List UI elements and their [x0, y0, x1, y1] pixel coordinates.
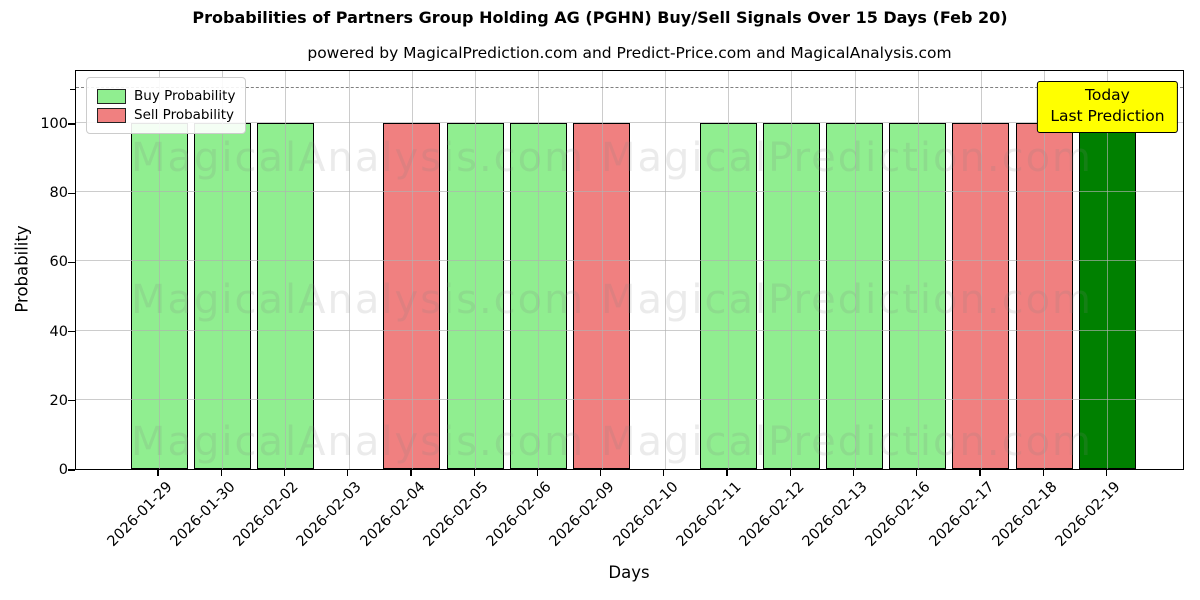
plot-area: MagicalAnalysis.com MagicalPrediction.com…	[75, 70, 1184, 470]
x-tick-label: 2026-02-18	[989, 479, 1061, 550]
x-tick-mark	[220, 470, 222, 476]
threshold-dashed-line	[76, 87, 1183, 89]
x-tick-mark	[916, 470, 918, 476]
x-tick-label: 2026-02-09	[547, 479, 618, 550]
vertical-gridline	[475, 71, 477, 469]
y-tick-label: 40	[49, 323, 68, 340]
chart-title: Probabilities of Partners Group Holding …	[192, 8, 1008, 27]
legend-label-buy: Buy Probability	[134, 88, 236, 104]
legend: Buy Probability Sell Probability	[86, 77, 247, 134]
x-tick-mark	[410, 470, 412, 476]
watermark-text: MagicalPrediction.com	[601, 135, 1093, 181]
vertical-gridline	[854, 71, 856, 469]
legend-item-buy: Buy Probability	[97, 88, 235, 104]
horizontal-gridline	[76, 260, 1183, 262]
horizontal-gridline	[76, 121, 1183, 123]
y-tick-label: 20	[49, 392, 68, 409]
legend-label-sell: Sell Probability	[134, 107, 235, 123]
vertical-gridline	[1107, 71, 1109, 469]
y-tick-label: 100	[40, 115, 68, 132]
x-tick-mark	[536, 470, 538, 476]
buy-color-swatch	[97, 88, 126, 104]
x-tick-label: 2026-02-05	[420, 479, 492, 550]
horizontal-gridline	[76, 329, 1183, 331]
watermark-text: MagicalPrediction.com	[601, 419, 1093, 465]
y-tick-mark	[68, 261, 75, 263]
vertical-gridline	[222, 71, 224, 469]
vertical-gridline	[348, 71, 350, 469]
today-annotation: Today Last Prediction	[1037, 81, 1178, 133]
watermark-text: MagicalAnalysis.com	[131, 277, 586, 323]
watermark-text: MagicalAnalysis.com	[131, 135, 586, 181]
x-tick-mark	[1042, 470, 1044, 476]
legend-item-sell: Sell Probability	[97, 107, 235, 123]
x-tick-label: 2026-02-03	[294, 479, 366, 550]
x-tick-label: 2026-02-10	[610, 479, 682, 550]
y-tick-mark	[70, 88, 75, 90]
x-tick-mark	[663, 470, 665, 476]
x-tick-mark	[473, 470, 475, 476]
x-tick-mark	[157, 470, 159, 476]
x-tick-mark	[852, 470, 855, 476]
x-tick-mark	[600, 470, 602, 476]
vertical-gridline	[664, 71, 666, 469]
x-tick-label: 2026-02-02	[230, 479, 302, 550]
x-tick-label: 2026-02-13	[799, 479, 871, 550]
y-tick-mark	[68, 330, 75, 333]
vertical-gridline	[601, 71, 603, 469]
x-tick-label: 2026-02-06	[483, 479, 555, 550]
vertical-gridline	[728, 71, 730, 469]
watermark-text: MagicalAnalysis.com	[131, 419, 586, 465]
horizontal-gridline	[76, 398, 1183, 400]
vertical-gridline	[1044, 71, 1046, 469]
vertical-gridline	[980, 71, 982, 469]
y-axis-label: Probability	[12, 225, 32, 313]
x-tick-label: 2026-01-29	[104, 479, 176, 550]
x-tick-mark	[1105, 470, 1108, 476]
horizontal-gridline	[76, 191, 1183, 193]
x-tick-mark	[979, 470, 981, 476]
y-tick-label: 0	[58, 462, 68, 478]
vertical-gridline	[159, 71, 160, 469]
x-tick-label: 2026-02-12	[736, 479, 808, 550]
vertical-gridline	[538, 71, 540, 469]
chart-subtitle: powered by MagicalPrediction.com and Pre…	[307, 44, 952, 62]
x-tick-label: 2026-01-30	[167, 479, 239, 550]
x-tick-mark	[789, 470, 791, 476]
x-tick-mark	[726, 470, 728, 476]
x-tick-label: 2026-02-17	[926, 479, 998, 550]
y-tick-mark	[68, 123, 75, 125]
y-tick-mark	[68, 400, 75, 402]
today-annotation-line2: Last Prediction	[1050, 106, 1165, 125]
y-tick-label: 60	[49, 254, 68, 271]
watermark-text: MagicalPrediction.com	[601, 277, 1093, 323]
y-tick-label: 80	[49, 185, 68, 202]
x-tick-label: 2026-02-16	[863, 479, 935, 550]
y-tick-mark	[68, 192, 75, 194]
x-tick-label: 2026-02-04	[357, 479, 429, 550]
x-axis-label: Days	[608, 563, 650, 582]
x-tick-label: 2026-02-19	[1052, 479, 1124, 550]
vertical-gridline	[285, 71, 287, 469]
y-tick-mark	[68, 469, 75, 471]
vertical-gridline	[791, 71, 793, 469]
x-tick-mark	[283, 470, 286, 476]
x-tick-mark	[347, 470, 349, 476]
x-tick-label: 2026-02-11	[673, 479, 745, 550]
vertical-gridline	[411, 71, 413, 469]
sell-color-swatch	[97, 107, 126, 123]
today-annotation-line1: Today	[1085, 86, 1130, 104]
vertical-gridline	[917, 71, 919, 469]
